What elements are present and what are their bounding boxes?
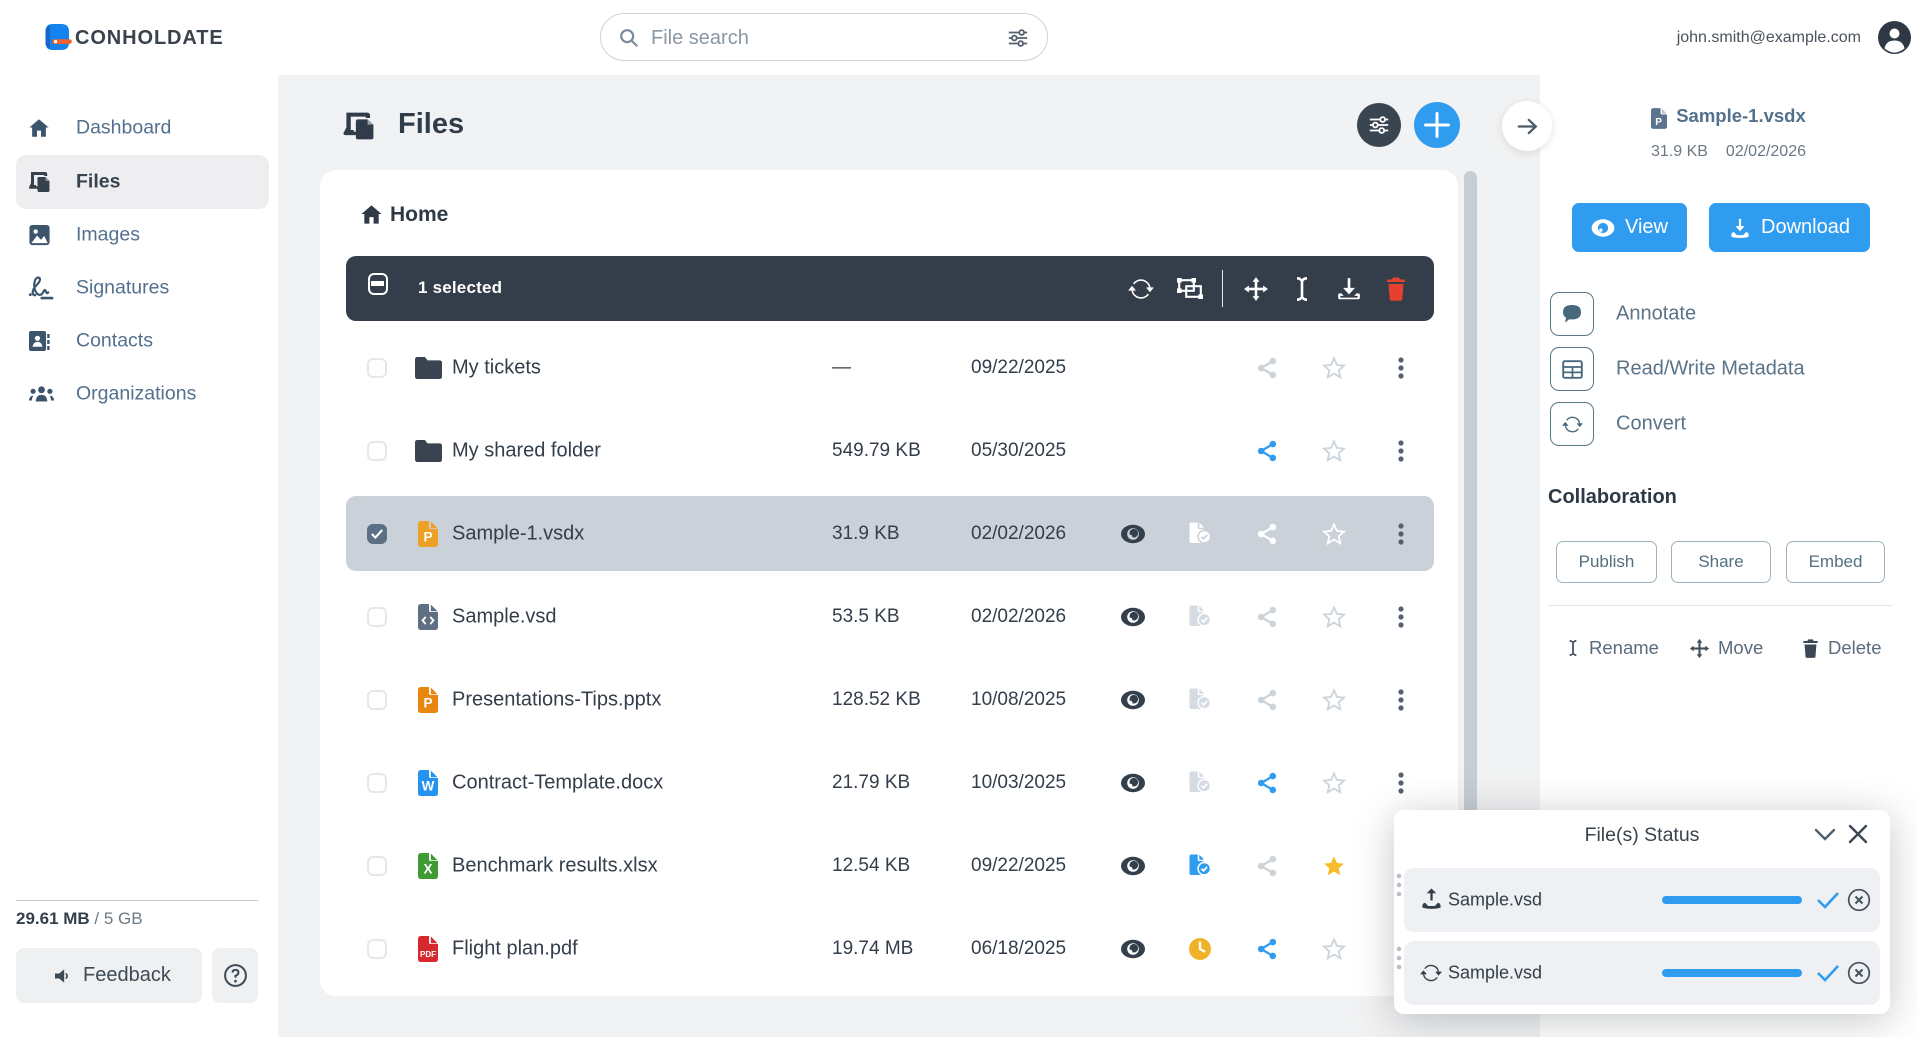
svg-text:PDF: PDF [420,950,436,959]
svg-text:X: X [423,861,432,876]
svg-text:P: P [1655,117,1662,128]
svg-text:W: W [422,778,435,793]
svg-text:P: P [423,529,432,544]
svg-text:P: P [423,695,432,710]
